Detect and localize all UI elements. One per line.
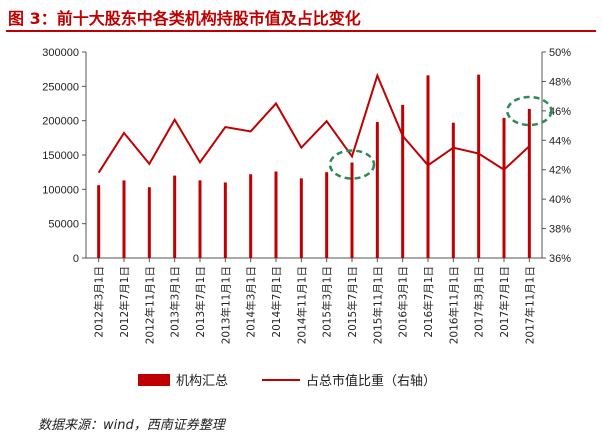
y-left-tick-label: 300000 (42, 47, 79, 59)
bar (325, 172, 329, 258)
bar (401, 104, 405, 258)
x-axis-ticks: 2012年3月1日 2012年7月1日 2012年11月1日 2013年3月1日 201… (93, 258, 536, 344)
bar (274, 171, 278, 258)
x-tick-label: 2014年11月1日 (295, 266, 308, 344)
x-tick-label: 2016年7月1日 (422, 266, 435, 338)
bar (97, 185, 101, 258)
bar (451, 122, 455, 258)
legend-line-label: 占总市值比重（右轴） (306, 373, 436, 389)
bar (426, 75, 430, 258)
highlight-ellipse (328, 149, 376, 180)
x-tick-label: 2017年7月1日 (498, 266, 511, 338)
bar (223, 182, 227, 258)
x-tick-label: 2013年11月1日 (219, 266, 232, 344)
bar (477, 74, 481, 258)
x-tick-label: 2016年11月1日 (447, 266, 460, 344)
bar (299, 178, 303, 258)
legend-bar-label: 机构汇总 (176, 374, 228, 389)
figure-header: 图 3：前十大股东中各类机构持股市值及占比变化 (0, 0, 602, 32)
axes: 0 50000 100000 150000 200000 250000 300000 36% 3… (42, 47, 571, 265)
x-tick-label: 2017年11月1日 (523, 266, 536, 344)
y-right-tick-label: 36% (549, 253, 571, 265)
bar-series (97, 74, 531, 258)
y-left-tick-label: 150000 (42, 150, 79, 162)
header-rule (6, 30, 596, 32)
bar (147, 187, 151, 258)
y-right-tick-label: 46% (549, 106, 571, 118)
y-left-tick-label: 0 (73, 253, 79, 265)
bar (375, 122, 379, 258)
annotations (328, 95, 553, 180)
bar (122, 180, 126, 258)
y-right-tick-label: 38% (549, 224, 571, 236)
x-tick-label: 2016年3月1日 (397, 266, 410, 338)
highlight-ellipse (506, 95, 553, 127)
y-right-tick-label: 42% (549, 165, 571, 177)
x-tick-label: 2015年11月1日 (371, 266, 384, 344)
x-tick-label: 2013年3月1日 (169, 266, 182, 338)
y-right-tick-label: 48% (549, 76, 571, 88)
source-note: 数据来源：wind，西南证券整理 (38, 418, 225, 433)
x-tick-label: 2012年7月1日 (118, 266, 131, 338)
y-right-tick-label: 40% (549, 194, 571, 206)
y-left-tick-label: 250000 (42, 81, 79, 93)
legend-bar-swatch (138, 374, 170, 386)
x-tick-label: 2015年3月1日 (321, 266, 334, 338)
y-left-tick-label: 200000 (42, 116, 79, 128)
bar (502, 117, 506, 258)
bar (350, 162, 354, 258)
x-tick-label: 2017年3月1日 (473, 266, 486, 338)
figure-title: 图 3：前十大股东中各类机构持股市值及占比变化 (8, 9, 361, 28)
x-tick-label: 2012年11月1日 (143, 266, 156, 344)
legend: 机构汇总 占总市值比重（右轴） (138, 373, 436, 389)
y-left-tick-label: 100000 (42, 184, 79, 196)
x-tick-label: 2014年7月1日 (270, 266, 283, 338)
x-tick-label: 2012年3月1日 (93, 266, 106, 338)
bar (198, 180, 202, 258)
bar (527, 108, 531, 258)
bar (249, 174, 253, 258)
ratio-line (97, 72, 531, 174)
y-right-tick-label: 50% (549, 47, 571, 59)
y-right-tick-label: 44% (549, 135, 571, 147)
line-series (97, 72, 531, 174)
chart: 0 50000 100000 150000 200000 250000 300000 36% 3… (42, 47, 571, 389)
x-tick-label: 2015年7月1日 (346, 266, 359, 338)
x-tick-label: 2013年7月1日 (194, 266, 207, 338)
y-left-tick-label: 50000 (48, 219, 79, 231)
bar (173, 175, 177, 258)
x-tick-label: 2014年3月1日 (245, 266, 258, 338)
